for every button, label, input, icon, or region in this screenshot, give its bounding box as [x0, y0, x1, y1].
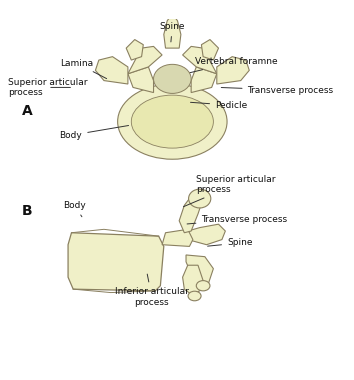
Text: Superior articular
process: Superior articular process	[183, 175, 276, 207]
Polygon shape	[164, 14, 181, 48]
Polygon shape	[183, 46, 217, 74]
Polygon shape	[186, 255, 213, 284]
Ellipse shape	[196, 280, 210, 291]
Ellipse shape	[188, 291, 201, 301]
Text: Lamina: Lamina	[60, 59, 107, 79]
Polygon shape	[179, 192, 203, 233]
Text: A: A	[22, 105, 33, 118]
Text: Spine: Spine	[160, 22, 185, 42]
Polygon shape	[217, 57, 249, 84]
Polygon shape	[128, 67, 154, 93]
Text: Inferior articular
process: Inferior articular process	[115, 274, 189, 307]
Polygon shape	[191, 67, 217, 93]
Polygon shape	[183, 265, 203, 294]
Text: Spine: Spine	[207, 239, 252, 247]
Text: Vertebral foramne: Vertebral foramne	[177, 57, 277, 76]
Polygon shape	[126, 40, 143, 60]
Ellipse shape	[166, 7, 179, 17]
Text: B: B	[22, 204, 33, 217]
Ellipse shape	[189, 189, 211, 208]
Polygon shape	[68, 233, 164, 291]
Text: Superior articular
process: Superior articular process	[8, 78, 88, 97]
Text: Pedicle: Pedicle	[190, 101, 247, 110]
Ellipse shape	[118, 84, 227, 159]
Polygon shape	[128, 46, 162, 74]
Polygon shape	[188, 224, 225, 245]
Polygon shape	[201, 40, 218, 60]
Ellipse shape	[154, 64, 191, 93]
Polygon shape	[162, 229, 193, 246]
Ellipse shape	[131, 95, 213, 148]
Text: Body: Body	[63, 201, 86, 217]
Text: Transverse process: Transverse process	[187, 215, 287, 224]
Text: Body: Body	[59, 125, 129, 140]
Polygon shape	[96, 57, 128, 84]
Text: Transverse process: Transverse process	[221, 86, 334, 95]
